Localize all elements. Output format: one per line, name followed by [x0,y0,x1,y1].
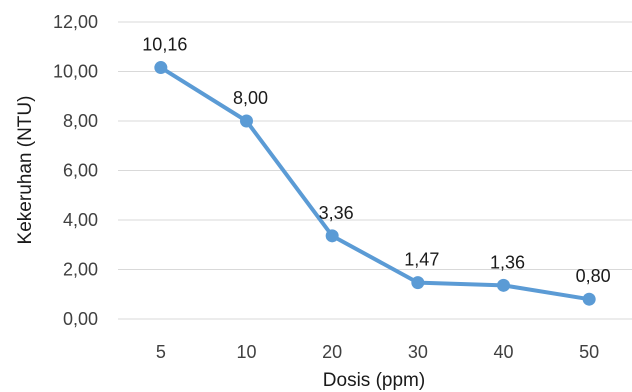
data-point [411,276,425,290]
x-tick-label: 50 [579,342,599,362]
data-label: 3,36 [319,203,354,223]
data-labels: 10,16 8,00 3,36 1,47 1,36 0,80 [142,35,610,287]
x-tick-label: 40 [493,342,513,362]
x-tick-label: 30 [408,342,428,362]
series [154,61,596,306]
x-tick-labels: 5 10 20 30 40 50 [156,342,599,362]
gridlines [118,21,632,320]
data-label: 0,80 [576,266,611,286]
y-axis-title: Kekeruhan (NTU) [15,96,36,245]
y-tick-label: 6,00 [63,161,98,181]
y-tick-label: 2,00 [63,260,98,280]
y-tick-label: 8,00 [63,111,98,131]
y-tick-labels: 0,00 2,00 4,00 6,00 8,00 10,00 12,00 [53,12,98,329]
x-tick-label: 10 [236,342,256,362]
data-label: 10,16 [142,35,187,55]
y-tick-label: 12,00 [53,12,98,32]
data-point [240,114,253,128]
x-axis-title: Dosis (ppm) [323,370,425,391]
data-label: 1,47 [404,250,439,270]
data-point [497,278,510,292]
x-tick-label: 20 [322,342,342,362]
data-label: 1,36 [490,252,525,272]
data-point [325,229,339,243]
data-point [154,61,168,75]
y-tick-label: 0,00 [63,309,98,329]
y-tick-label: 10,00 [53,62,98,82]
series-line [158,65,592,302]
y-tick-label: 4,00 [63,210,98,230]
data-label: 8,00 [233,88,268,108]
data-point [582,292,596,306]
x-tick-label: 5 [156,342,166,362]
